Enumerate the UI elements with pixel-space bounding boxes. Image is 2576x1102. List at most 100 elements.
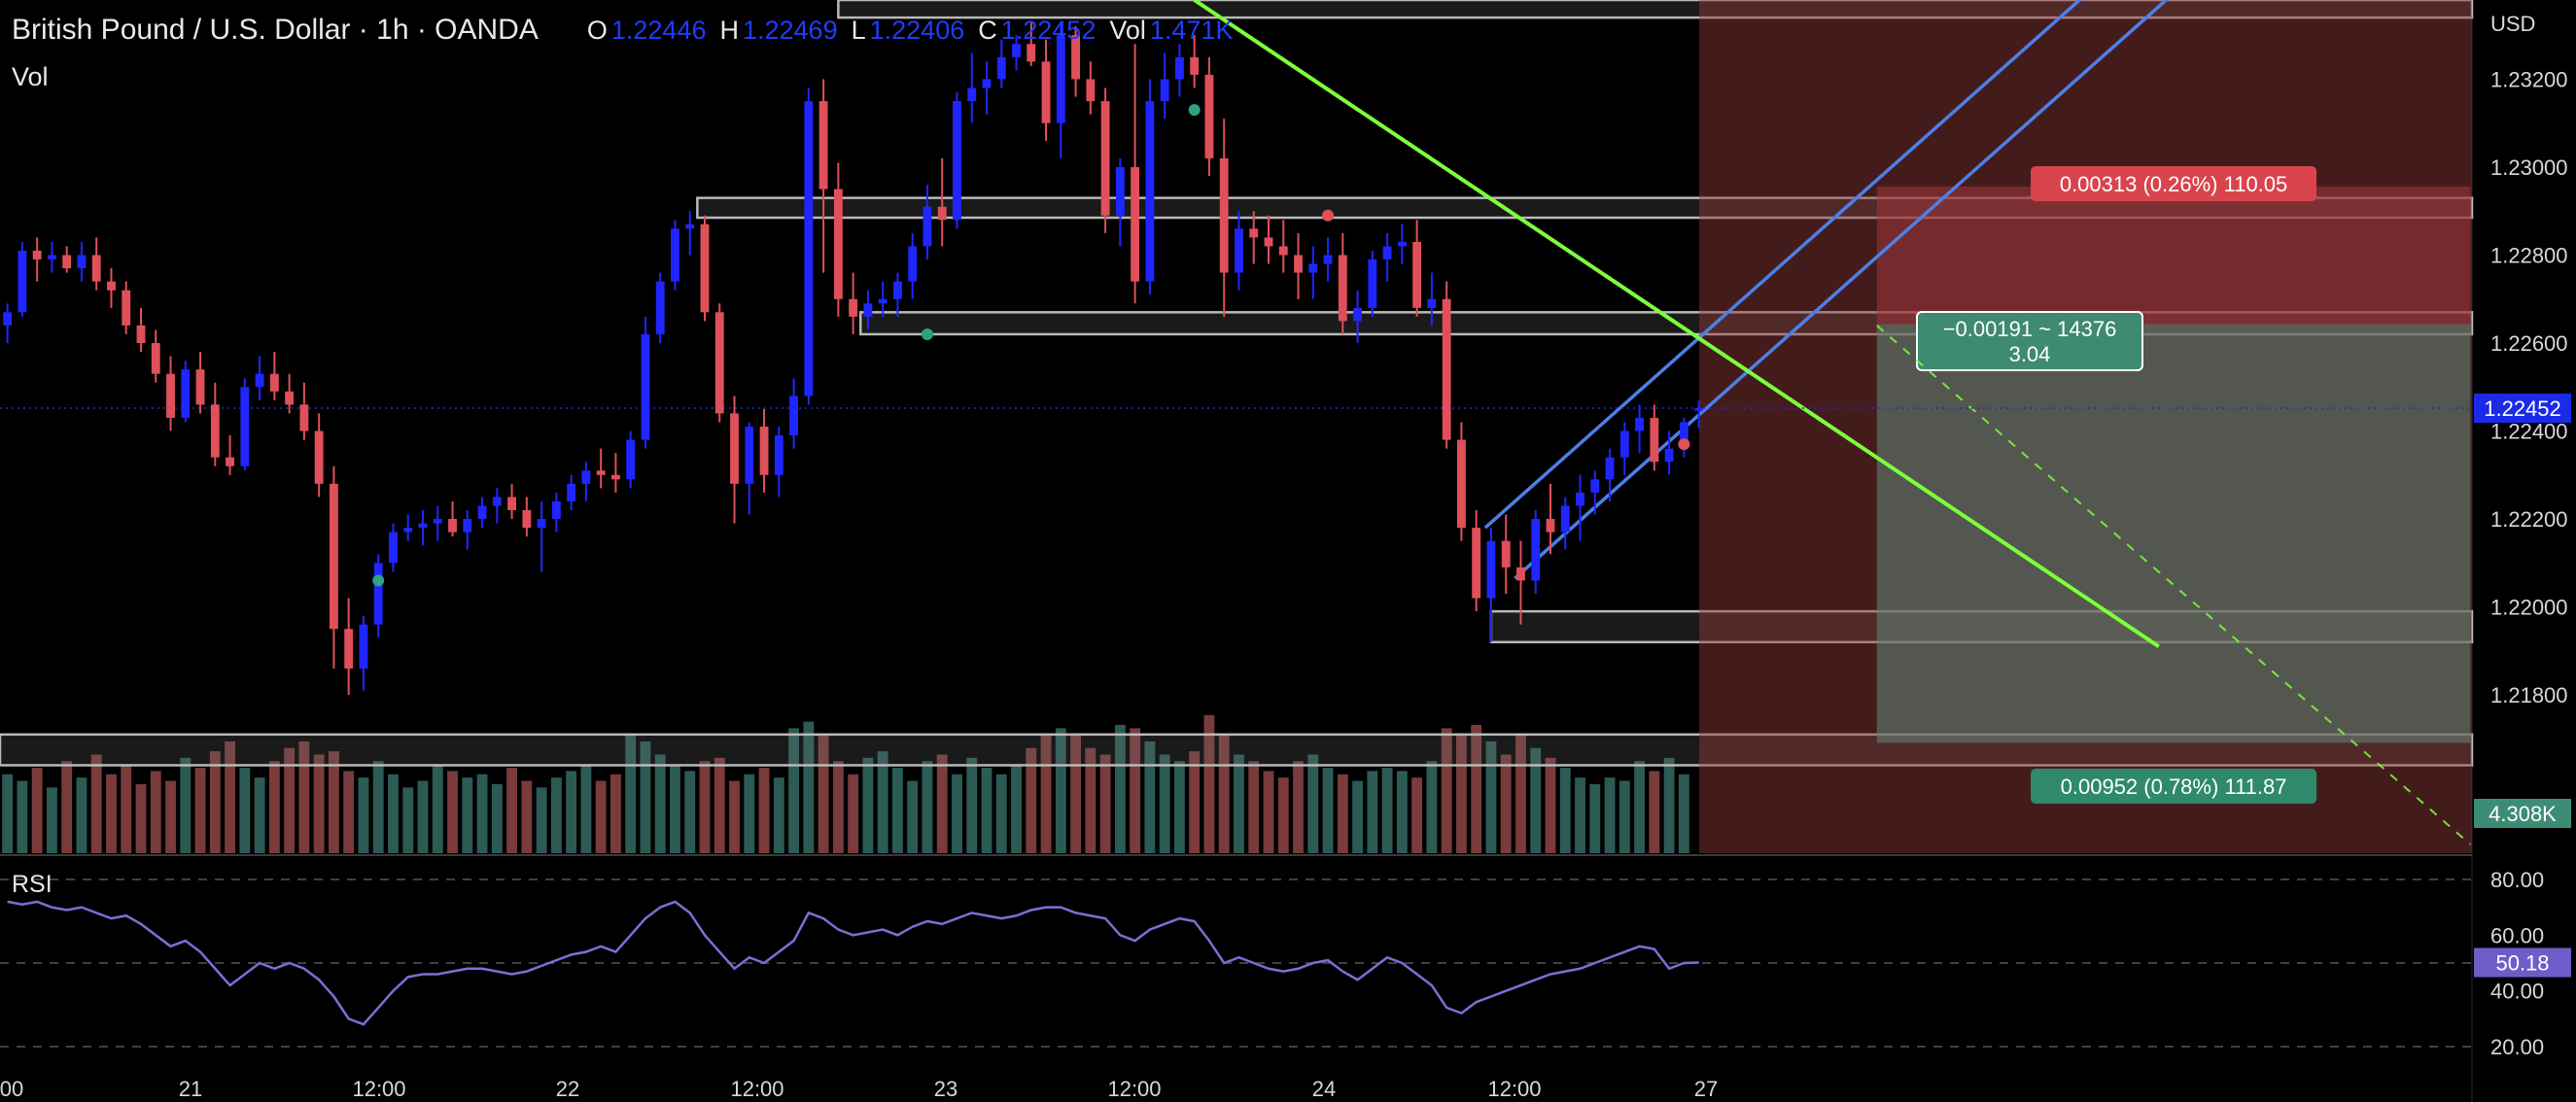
volume-bar (239, 768, 251, 853)
candle (1190, 35, 1200, 88)
candle (1353, 290, 1363, 344)
volume-bar (595, 780, 607, 853)
candle-body (982, 79, 992, 88)
candle-body (329, 483, 338, 630)
candle (1546, 483, 1555, 555)
volume-indicator-label[interactable]: Vol (12, 62, 49, 91)
low-key: L (851, 16, 866, 45)
volume-bar (1634, 761, 1646, 853)
candle (655, 272, 665, 344)
candle-body (1679, 422, 1688, 449)
candle-body (373, 563, 383, 625)
signal-marker (1678, 438, 1690, 451)
low-value: 1.22406 (869, 16, 965, 45)
candle-body (937, 206, 947, 221)
volume-bar (1277, 777, 1289, 853)
volume-bar (447, 771, 458, 853)
volume-bar (388, 774, 399, 853)
candle-body (226, 457, 235, 466)
volume-bar (818, 735, 829, 853)
volume-bar (1203, 714, 1215, 853)
volume-bar (1367, 771, 1378, 853)
symbol-title[interactable]: British Pound / U.S. Dollar · 1h · OANDA (12, 14, 539, 46)
candle (91, 237, 101, 291)
candle (359, 615, 368, 691)
volume-bar (76, 777, 87, 853)
rsi-tick-label: 40.00 (2490, 980, 2544, 1004)
stop-label: 0.00313 (0.26%) 110.05 (2031, 166, 2317, 201)
volume-bar (1426, 761, 1438, 853)
volume-bar (966, 757, 978, 853)
candle-body (1219, 157, 1229, 273)
volume-bar (506, 768, 518, 853)
volume-bar (536, 787, 547, 853)
candle-body (285, 391, 295, 405)
volume-value: 1.471K (1149, 16, 1234, 45)
price-tick-label: 1.22000 (2490, 596, 2568, 620)
candle-body (804, 101, 814, 396)
candle (1605, 448, 1615, 501)
candle (122, 281, 131, 334)
candle (1679, 417, 1688, 458)
candle-body (1294, 255, 1303, 273)
volume-bar (566, 771, 577, 853)
candle (967, 52, 977, 123)
risk-reward-label-text: −0.00191 ~ 14376 (1943, 317, 2117, 341)
volume-bar (1011, 764, 1022, 853)
candle-body (1412, 241, 1422, 308)
volume-bar (862, 757, 874, 853)
rsi-indicator-label[interactable]: RSI (12, 871, 52, 898)
candle-body (1235, 228, 1243, 273)
price-tick-label: 1.22600 (2490, 331, 2568, 356)
volume-bar (640, 740, 651, 853)
candle-body (596, 470, 606, 475)
candle (1576, 474, 1584, 541)
candle-body (314, 430, 324, 484)
candle-body (1590, 479, 1600, 493)
candle (596, 448, 606, 489)
candle-body (269, 373, 279, 392)
candle (255, 356, 264, 400)
volume-bar (1352, 780, 1364, 853)
candle (448, 500, 457, 537)
candle (477, 497, 487, 529)
candle-body (789, 396, 799, 436)
short-position-tool: 0.00313 (0.26%) 110.05 0.00952 (0.78%) 11… (1699, 0, 2472, 853)
candle (1456, 422, 1466, 541)
candle (863, 290, 873, 330)
volume-bar (1070, 735, 1082, 853)
candle-body (389, 532, 398, 564)
candle (1486, 528, 1496, 642)
volume-bar (1411, 777, 1423, 853)
candle-body (537, 519, 546, 529)
candle (982, 61, 992, 115)
candle-body (1100, 101, 1110, 216)
volume-bar (1500, 754, 1512, 853)
volume-bar (462, 777, 473, 853)
volume-bar (328, 751, 339, 853)
volume-bar (106, 774, 117, 853)
candle (1041, 39, 1051, 141)
candle-body (1382, 246, 1392, 260)
time-tick-label: 21 (179, 1077, 202, 1101)
rsi-tick-label: 20.00 (2490, 1035, 2544, 1059)
candle (685, 211, 695, 256)
volume-bar (343, 771, 355, 853)
rsi-pane (0, 878, 2472, 1048)
volume-bar (625, 735, 637, 853)
candle (953, 92, 961, 229)
volume-bar (1589, 783, 1601, 853)
volume-bar (877, 751, 888, 853)
current-price-label: 1.22452 (2484, 396, 2561, 421)
volume-bar (1040, 735, 1052, 853)
candle-body (1145, 101, 1155, 282)
rsi-tick-label: 60.00 (2490, 923, 2544, 947)
open-key: O (586, 16, 608, 45)
candle (329, 465, 338, 669)
volume-bar (1604, 777, 1616, 853)
volume-bar (225, 740, 236, 853)
candle (269, 352, 279, 400)
volume-bar (773, 777, 784, 853)
